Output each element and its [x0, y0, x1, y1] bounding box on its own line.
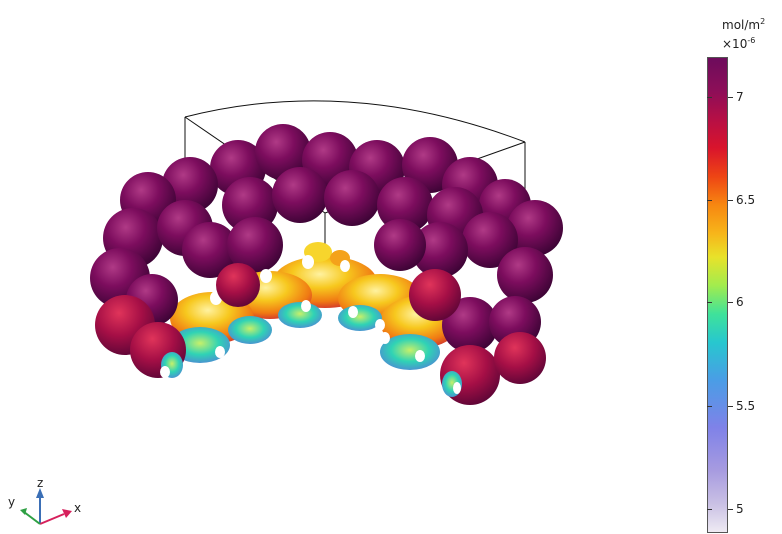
cutaway-hot-region — [170, 242, 460, 370]
colorbar — [707, 57, 728, 533]
scale-text: ×10 — [722, 37, 748, 51]
colorbar-tick-label: 5.5 — [736, 399, 756, 413]
colorbar-tick-label: 7 — [736, 90, 744, 104]
colorbar-tick — [707, 406, 712, 407]
colorbar-tick-label: 5 — [736, 502, 744, 516]
scale-exponent: -6 — [747, 36, 756, 45]
unit-exponent: 2 — [760, 17, 766, 26]
axis-triad — [20, 488, 72, 525]
colorbar-tick — [728, 406, 733, 407]
colorbar-tick — [707, 509, 712, 510]
particle-spheres-middle — [90, 200, 563, 308]
colorbar-unit: mol/m2 ×10-6 — [722, 14, 765, 52]
x-axis-label: x — [74, 501, 82, 515]
colorbar-tick-label: 6 — [736, 295, 744, 309]
y-axis-label: y — [8, 495, 16, 509]
particle-spheres-front — [95, 263, 546, 405]
colorbar-tick — [728, 302, 733, 303]
colorbar-tick — [707, 302, 712, 303]
colorbar-tick — [707, 97, 712, 98]
colorbar-tick — [707, 200, 712, 201]
z-axis-label: z — [37, 476, 44, 490]
unit-text: mol/m — [722, 18, 761, 32]
colorbar-tick — [728, 97, 733, 98]
colorbar-tick — [728, 509, 733, 510]
colorbar-tick-label: 6.5 — [736, 193, 756, 207]
colorbar-tick — [728, 200, 733, 201]
